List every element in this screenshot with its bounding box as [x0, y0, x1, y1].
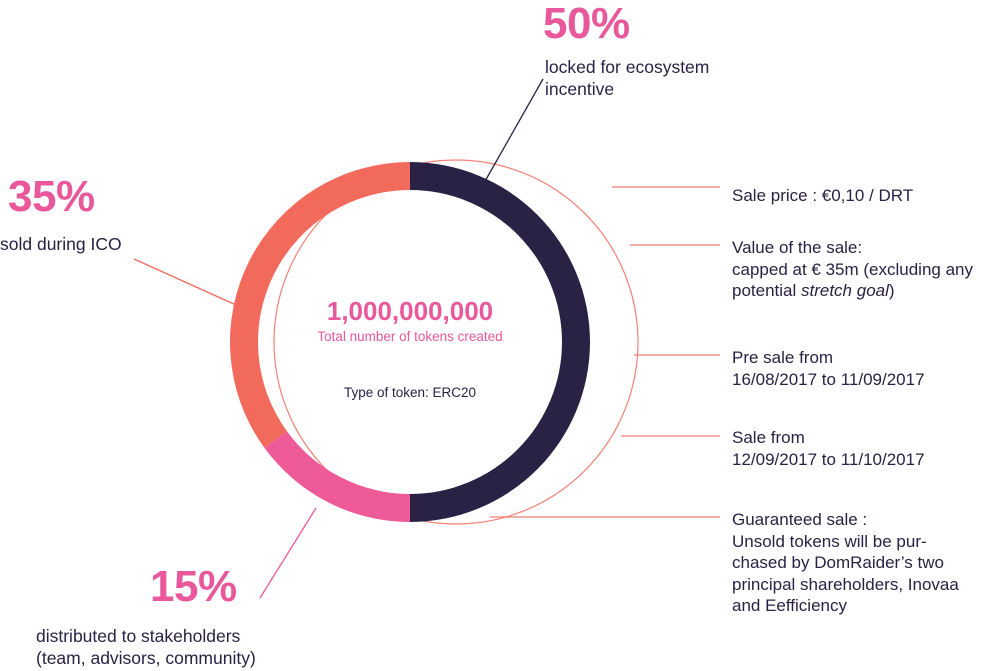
sale-value-info: Value of the sale: capped at € 35m (excl… [732, 237, 973, 302]
leader-50 [483, 78, 544, 184]
stretch-goal-text: stretch goal [801, 281, 889, 300]
presale-line1: Pre sale from [732, 348, 834, 367]
detail-connectors [490, 186, 720, 518]
presale-line2: 16/08/2017 to 11/09/2017 [732, 369, 925, 389]
sale-value-line3a: potential [732, 281, 801, 300]
guaranteed-line1: Guaranteed sale : [732, 510, 868, 529]
total-tokens: 1,000,000,000 [326, 296, 494, 326]
label-50-line1: locked for ecosystem [545, 57, 710, 77]
guaranteed-line4: principal shareholders, Inovaa [732, 574, 959, 594]
token-type: Type of token: ERC20 [343, 385, 477, 400]
sale-period-info: Sale from 12/09/2017 to 11/10/2017 [732, 427, 925, 470]
donut-slices [229, 162, 590, 523]
slice-35-percent [229, 162, 410, 448]
label-35: sold during ICO [0, 234, 122, 254]
guaranteed-line5: and Eefficiency [732, 596, 847, 615]
percent-50: 50% [543, 0, 630, 48]
percent-15: 15% [150, 562, 237, 611]
leader-35 [133, 258, 237, 306]
sale-value-line3c: ) [888, 281, 895, 300]
slice-15-percent [264, 431, 410, 523]
leader-15 [259, 507, 317, 599]
label-50: locked for ecosystem incentive [545, 56, 709, 100]
sale-period-line1: Sale from [732, 428, 805, 447]
guaranteed-sale-info: Guaranteed sale : Unsold tokens will be … [732, 509, 959, 617]
guaranteed-line2: Unsold tokens will be pur- [732, 531, 927, 551]
sale-value-line2: capped at € 35m (excluding any [732, 259, 973, 279]
total-tokens-caption: Total number of tokens created [317, 329, 503, 344]
guaranteed-line3: chased by DomRaider’s two [732, 553, 944, 572]
slice-50-percent [410, 162, 590, 522]
presale-info: Pre sale from 16/08/2017 to 11/09/2017 [732, 347, 925, 390]
sale-value-line1: Value of the sale: [732, 238, 863, 257]
outline-ring [273, 159, 639, 525]
sale-price-info: Sale price : €0,10 / DRT [732, 185, 913, 207]
sale-price-text: Sale price : €0,10 / DRT [732, 186, 914, 205]
label-15-line1: distributed to stakeholders [36, 626, 241, 646]
sale-period-line2: 12/09/2017 to 11/10/2017 [732, 449, 925, 469]
sale-value-line3: potential stretch goal) [732, 280, 973, 302]
label-50-line2: incentive [545, 79, 615, 99]
percent-35: 35% [8, 172, 95, 221]
label-15: distributed to stakeholders (team, advis… [36, 625, 256, 669]
label-15-line2: (team, advisors, community) [36, 648, 256, 668]
